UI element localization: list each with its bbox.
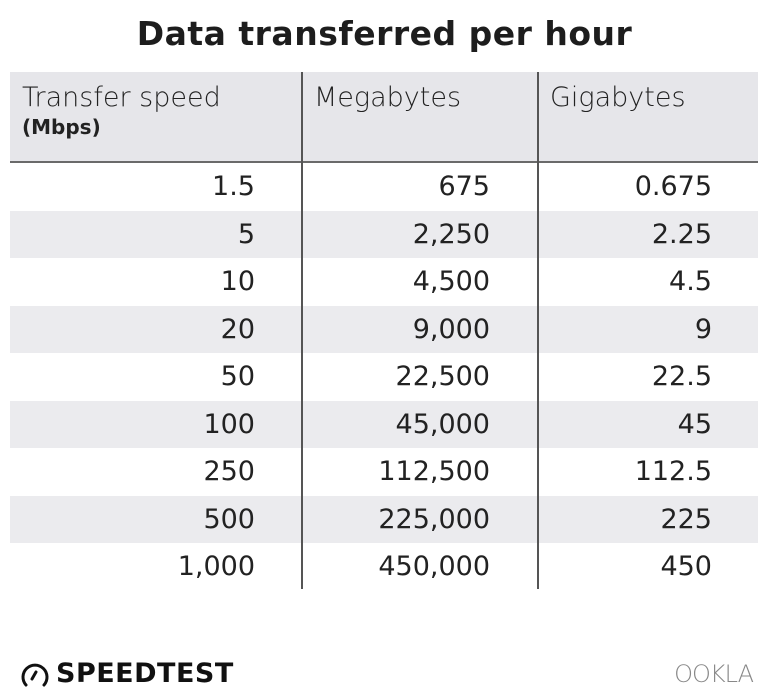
- cell-gigabytes: 450: [660, 551, 712, 582]
- table-row: 10 4,500 4.5: [10, 258, 758, 306]
- header-transfer-speed: Transfer speed (Mbps): [22, 82, 221, 139]
- cell-megabytes: 225,000: [378, 503, 490, 535]
- header-label: Transfer speed: [22, 82, 221, 113]
- cell-speed: 1,000: [177, 551, 255, 582]
- cell-gigabytes: 45: [677, 408, 712, 440]
- cell-megabytes: 450,000: [378, 551, 490, 582]
- cell-gigabytes: 4.5: [669, 266, 712, 297]
- cell-speed: 250: [203, 456, 255, 487]
- table-row: 250 112,500 112.5: [10, 448, 758, 496]
- speedometer-icon: [21, 663, 49, 686]
- chart-title: Data transferred per hour: [136, 14, 633, 53]
- cell-megabytes: 675: [438, 171, 490, 202]
- header-sublabel: (Mbps): [22, 115, 101, 139]
- speedtest-logo: SPEEDTEST: [20, 658, 234, 689]
- data-table: Transfer speed (Mbps) Megabytes Gigabyte…: [10, 72, 758, 591]
- cell-gigabytes: 225: [660, 503, 712, 535]
- cell-megabytes: 9,000: [412, 313, 490, 345]
- cell-speed: 10: [220, 266, 255, 297]
- table-row: 100 45,000 45: [10, 400, 758, 448]
- table-row: 5 2,250 2.25: [10, 210, 758, 258]
- table-row: 1,000 450,000 450: [10, 543, 758, 591]
- cell-megabytes: 45,000: [395, 408, 490, 440]
- header-megabytes: Megabytes: [314, 82, 462, 113]
- cell-speed: 500: [203, 503, 255, 535]
- table-row: 50 22,500 22.5: [10, 353, 758, 401]
- cell-gigabytes: 2.25: [651, 218, 712, 250]
- cell-gigabytes: 22.5: [651, 361, 712, 392]
- cell-megabytes: 4,500: [412, 266, 490, 297]
- cell-megabytes: 112,500: [378, 456, 490, 487]
- cell-gigabytes: 9: [694, 313, 712, 345]
- brand-name: SPEEDTEST: [56, 658, 234, 689]
- cell-speed: 50: [220, 361, 255, 392]
- cell-speed: 20: [220, 313, 255, 345]
- cell-gigabytes: 0.675: [634, 171, 712, 202]
- table-row: 500 225,000 225: [10, 495, 758, 543]
- cell-speed: 100: [203, 408, 255, 440]
- column-divider: [301, 72, 303, 589]
- cell-speed: 1.5: [212, 171, 255, 202]
- table-row: 1.5 675 0.675: [10, 163, 758, 211]
- cell-megabytes: 22,500: [395, 361, 490, 392]
- table-header: Transfer speed (Mbps) Megabytes Gigabyte…: [10, 72, 758, 163]
- table-row: 20 9,000 9: [10, 305, 758, 353]
- cell-megabytes: 2,250: [412, 218, 490, 250]
- cell-speed: 5: [237, 218, 255, 250]
- header-gigabytes: Gigabytes: [550, 82, 686, 113]
- ookla-logo: OOKLA: [674, 660, 754, 688]
- cell-gigabytes: 112.5: [634, 456, 712, 487]
- column-divider: [537, 72, 539, 589]
